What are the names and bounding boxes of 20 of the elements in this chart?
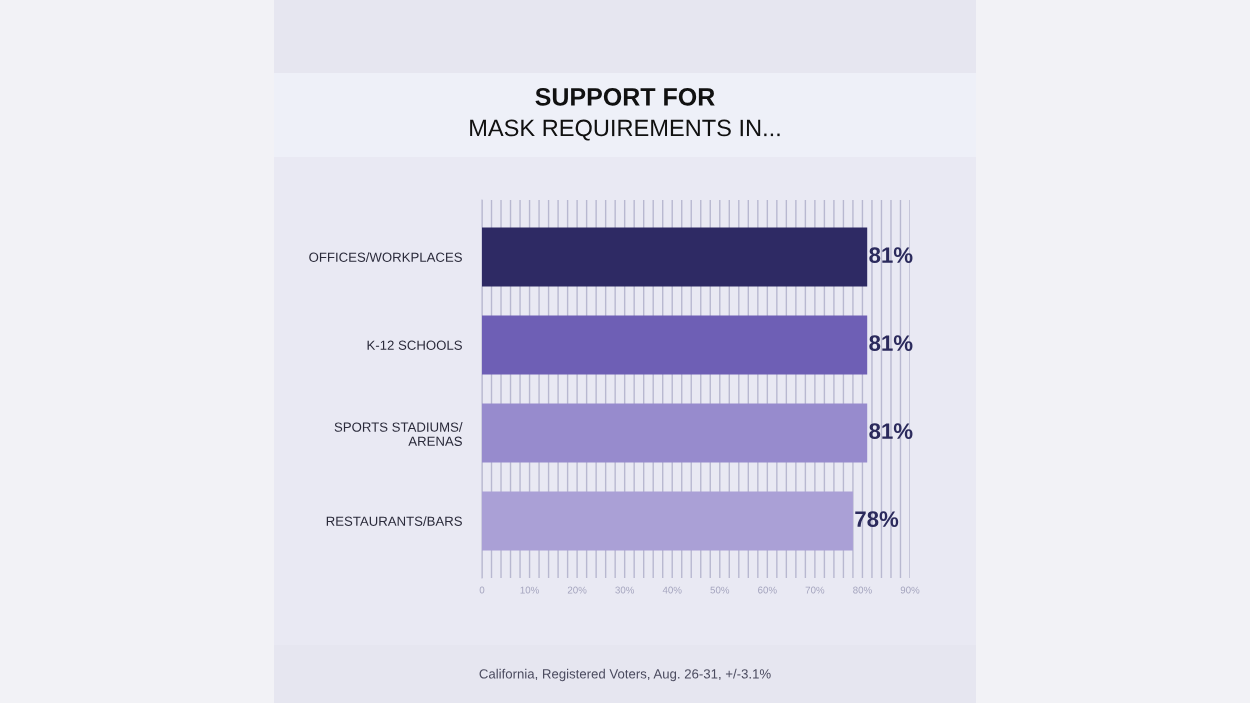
x-tick-label: 80% <box>853 586 872 594</box>
x-tick-label: 40% <box>662 586 682 594</box>
y-tick-label: SPORTS STADIUMS/ ARENAS <box>334 422 463 446</box>
x-tick-label: 30% <box>615 586 635 594</box>
y-tick-label: OFFICES/WORKPLACES <box>309 252 462 262</box>
y-tick-label: RESTAURANTS/BARS <box>326 516 462 526</box>
x-tick-label: 60% <box>758 586 777 594</box>
chart-title: SUPPORT FOR <box>535 88 715 106</box>
x-tick-label: 70% <box>805 586 825 594</box>
x-tick-label: 20% <box>567 586 587 594</box>
y-tick-label: K-12 SCHOOLS <box>367 340 462 350</box>
data-label: 78% <box>855 511 899 527</box>
x-tick-label: 90% <box>900 586 920 594</box>
data-label: 81% <box>869 247 913 263</box>
chart-subtitle: MASK REQUIREMENTS IN... <box>470 119 780 141</box>
x-tick-label: 50% <box>710 586 730 594</box>
data-label: 81% <box>869 423 913 439</box>
x-tick-label: 10% <box>520 586 539 594</box>
text: California, Registered Voters, Aug. 26-31, +/-3.1% <box>479 668 771 682</box>
data-label: 81% <box>869 335 913 351</box>
